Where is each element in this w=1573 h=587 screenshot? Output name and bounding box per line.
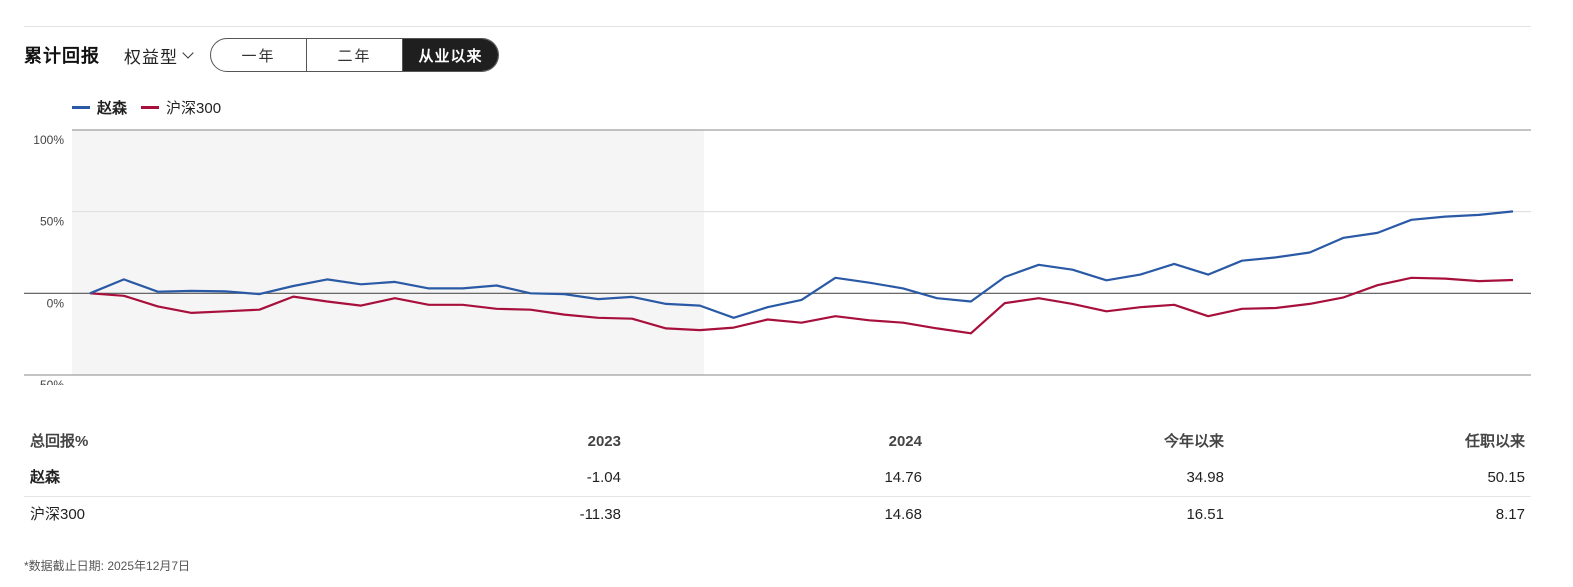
header-since-tenure: 任职以来: [1464, 433, 1525, 450]
legend-item-series2[interactable]: 沪深300: [141, 97, 221, 118]
line-chart: 100% 50% 0% -50%: [24, 129, 1531, 385]
legend-label-series1: 赵森: [97, 100, 128, 117]
row-name: 沪深300: [30, 506, 86, 523]
y-tick-label: 0%: [47, 296, 65, 310]
fund-type-label: 权益型: [124, 47, 178, 67]
row-value-ytd: 16.51: [1186, 506, 1224, 523]
range-one-year-button[interactable]: 一年: [211, 39, 307, 71]
chart-title: 累计回报: [24, 46, 100, 66]
range-selector: 一年 二年 从业以来: [210, 38, 499, 72]
y-tick-label: 100%: [33, 133, 64, 147]
row-value-2024: 14.68: [884, 506, 922, 523]
fund-type-dropdown[interactable]: 权益型: [124, 43, 194, 68]
header-ytd: 今年以来: [1163, 433, 1224, 450]
legend-swatch-series1: [72, 106, 90, 109]
row-value-since-tenure: 8.17: [1495, 506, 1525, 523]
top-divider: [24, 26, 1531, 27]
legend-label-series2: 沪深300: [166, 100, 222, 117]
row-value-2024: 14.76: [884, 469, 922, 486]
series-line-2: [89, 276, 1514, 335]
shaded-period: [72, 130, 704, 375]
table-row: 赵森 -1.04 14.76 34.98 50.15: [24, 460, 1531, 497]
table-row: 沪深300 -11.38 14.68 16.51 8.17: [24, 497, 1531, 533]
chart-legend: 赵森 沪深300: [72, 97, 235, 118]
row-value-2023: -1.04: [586, 469, 621, 486]
data-date-footnote: *数据截止日期: 2025年12月7日: [24, 559, 191, 573]
row-name: 赵森: [30, 469, 61, 486]
row-value-2023: -11.38: [579, 506, 621, 523]
table-header-row: 总回报% 2023 2024 今年以来 任职以来: [24, 424, 1531, 460]
row-value-ytd: 34.98: [1186, 469, 1224, 486]
legend-item-series1[interactable]: 赵森: [72, 97, 127, 118]
row-value-since-tenure: 50.15: [1487, 469, 1525, 486]
range-since-start-button[interactable]: 从业以来: [403, 39, 498, 71]
y-tick-label: -50%: [36, 378, 64, 385]
header-total-return: 总回报%: [30, 433, 89, 450]
chart-header: 累计回报 权益型 一年 二年 从业以来: [24, 38, 499, 72]
header-2023: 2023: [587, 433, 621, 450]
y-tick-label: 50%: [40, 215, 64, 229]
header-2024: 2024: [888, 433, 922, 450]
series-line-1: [89, 210, 1514, 319]
range-two-year-button[interactable]: 二年: [307, 39, 403, 71]
returns-table: 总回报% 2023 2024 今年以来 任职以来 赵森 -1.04 14.76 …: [24, 424, 1531, 533]
chevron-down-icon: [182, 47, 194, 59]
legend-swatch-series2: [141, 106, 160, 109]
